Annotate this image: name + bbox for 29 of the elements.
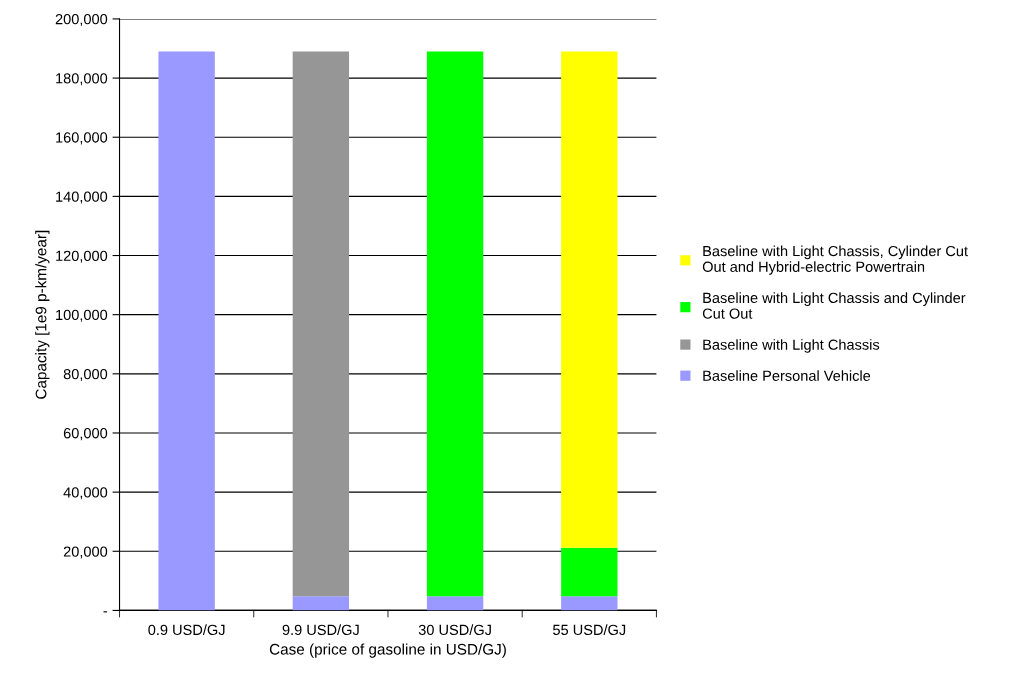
y-tick-label: 120,000 (56, 250, 108, 263)
y-tick-label: 100,000 (56, 309, 108, 322)
bar (561, 547, 618, 597)
bar (426, 51, 484, 597)
y-tick-label: 180,000 (56, 73, 108, 86)
legend-label: Baseline with Light Chassis and Cylinder Cut Out (702, 292, 966, 319)
bar (561, 596, 618, 611)
legend-label: Baseline Personal Vehicle (703, 370, 871, 381)
y-tick-label: 160,000 (56, 132, 108, 145)
legend-label: Baseline with Light Chassis, Cylinder Cut Out and Hybrid-electric Powertrain (702, 245, 968, 275)
x-tick-label: 0.9 USD/GJ (148, 624, 225, 636)
y-tick-label: - (103, 611, 108, 613)
x-axis-title: Case (price of gasoline in USD/GJ) (269, 643, 506, 658)
x-tick-label: 30 USD/GJ (418, 624, 491, 636)
y-tick-label: 60,000 (63, 428, 108, 441)
bar (426, 596, 484, 611)
bar (292, 51, 350, 597)
y-tick-label: 140,000 (56, 191, 108, 204)
y-tick-label: 200,000 (55, 14, 108, 27)
bar (292, 596, 350, 611)
bar (561, 51, 618, 548)
x-tick-label: 9.9 USD/GJ (282, 624, 359, 636)
bar (158, 51, 215, 611)
legend-label: Baseline with Light Chassis (703, 339, 880, 353)
y-tick-label: 40,000 (63, 487, 108, 500)
y-tick-label: 20,000 (63, 546, 108, 559)
y-axis-title: Capacity [1e9 p-km/year] (35, 230, 50, 399)
x-tick-label: 55 USD/GJ (553, 624, 626, 636)
y-tick-label: 80,000 (63, 368, 108, 381)
